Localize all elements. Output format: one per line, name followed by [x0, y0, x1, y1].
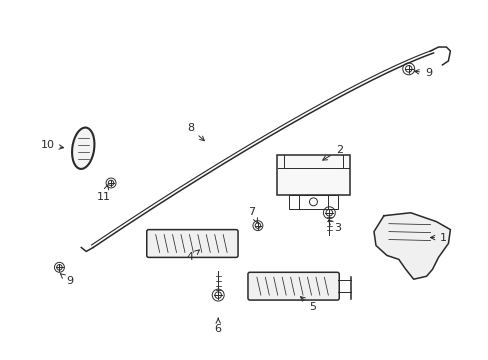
Text: 5: 5 — [300, 297, 315, 312]
Text: 3: 3 — [327, 220, 340, 233]
Text: 1: 1 — [429, 233, 446, 243]
FancyBboxPatch shape — [146, 230, 238, 257]
Bar — [288, 195, 338, 209]
Text: 2: 2 — [322, 145, 342, 160]
Text: 9: 9 — [60, 274, 73, 286]
Polygon shape — [373, 213, 449, 279]
Text: 10: 10 — [41, 140, 63, 150]
Text: 4: 4 — [186, 250, 199, 262]
Ellipse shape — [72, 127, 94, 169]
Text: 6: 6 — [214, 318, 221, 334]
Text: 8: 8 — [186, 123, 204, 141]
Text: 7: 7 — [248, 207, 257, 223]
Text: 11: 11 — [97, 185, 111, 202]
FancyBboxPatch shape — [247, 272, 339, 300]
FancyBboxPatch shape — [277, 155, 349, 195]
Text: 9: 9 — [414, 68, 431, 78]
